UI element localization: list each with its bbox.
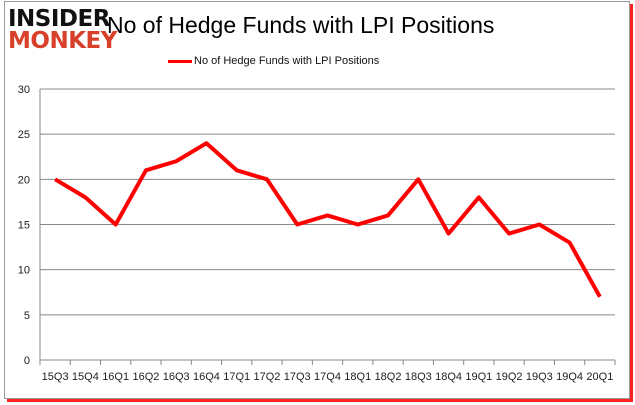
chart-title: No of Hedge Funds with LPI Positions <box>107 12 495 38</box>
legend-swatch <box>168 59 192 63</box>
insider-monkey-logo: INSIDER MONKEY <box>8 6 117 54</box>
x-tick-label: 18Q4 <box>435 371 462 383</box>
legend-label: No of Hedge Funds with LPI Positions <box>194 55 380 67</box>
x-tick-label: 15Q4 <box>72 371 99 383</box>
x-tick-label: 16Q4 <box>193 371 220 383</box>
x-tick-label: 19Q2 <box>496 371 523 383</box>
x-tick-label: 17Q3 <box>284 371 311 383</box>
y-tick-label: 25 <box>18 129 30 141</box>
chart-frame <box>4 1 630 399</box>
x-tick-label: 20Q1 <box>586 371 613 383</box>
y-tick-label: 20 <box>18 174 30 186</box>
x-tick-label: 19Q1 <box>465 371 492 383</box>
x-tick-label: 17Q2 <box>254 371 281 383</box>
x-tick-label: 17Q4 <box>314 371 341 383</box>
y-tick-label: 0 <box>24 355 30 367</box>
legend: No of Hedge Funds with LPI Positions <box>168 55 379 67</box>
x-tick-label: 18Q2 <box>375 371 402 383</box>
x-tick-label: 19Q3 <box>526 371 553 383</box>
x-tick-label: 18Q1 <box>344 371 371 383</box>
x-tick-label: 19Q4 <box>556 371 583 383</box>
x-tick-label: 18Q3 <box>405 371 432 383</box>
y-tick-label: 5 <box>24 310 30 322</box>
logo-line1: INSIDER <box>8 6 110 32</box>
y-tick-label: 10 <box>18 265 30 277</box>
x-tick-label: 16Q1 <box>102 371 129 383</box>
y-tick-label: 30 <box>18 84 30 96</box>
series-line <box>54 141 602 298</box>
y-tick-label: 15 <box>18 220 30 232</box>
logo-line2: MONKEY <box>8 28 117 54</box>
x-tick-label: 16Q3 <box>163 371 190 383</box>
x-tick-label: 17Q1 <box>223 371 250 383</box>
x-tick-label: 15Q3 <box>42 371 69 383</box>
x-tick-label: 16Q2 <box>132 371 159 383</box>
